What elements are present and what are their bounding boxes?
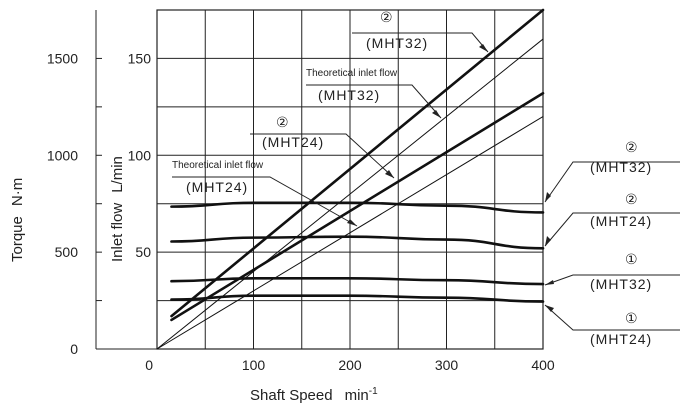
x-axis-title: Shaft Speed min-1	[250, 386, 378, 404]
torque-tick-label: 0	[70, 341, 78, 357]
flow-tick-label: 50	[135, 244, 151, 260]
theoretical-flow-line	[156, 116, 544, 350]
torque-curve	[170, 276, 545, 286]
flow-axis-title: Inlet flowL/min	[109, 156, 126, 262]
torque-curve	[170, 294, 545, 303]
x-tick-label: 100	[242, 357, 266, 373]
annotation-circled-number: ②	[625, 139, 639, 155]
flow-tick-label: 150	[128, 50, 152, 66]
annotation-model: (MHT24)	[262, 134, 324, 150]
annotation-leader	[306, 84, 442, 119]
annotation-circled-number: ②	[276, 114, 290, 130]
torque-tick-labels: 0 500 1000 1500	[47, 50, 78, 357]
annotation-theo-mht24: Theoretical inlet flow (MHT24)	[172, 160, 358, 227]
annotation-circled-number: ②	[625, 191, 639, 207]
annotation-right-4: ① (MHT24)	[544, 304, 680, 347]
annotation-note: Theoretical inlet flow	[172, 160, 264, 171]
annotation-leader	[250, 133, 395, 179]
arrowhead	[545, 236, 551, 246]
x-tick-label: 0	[145, 357, 153, 373]
arrowhead	[385, 170, 394, 178]
inlet-flow-line	[170, 8, 545, 318]
annotation-leader	[544, 161, 680, 203]
annotation-model: (MHT32)	[318, 87, 380, 103]
torque-curve	[170, 201, 545, 214]
torque-tick-label: 500	[55, 244, 79, 260]
arrowhead	[545, 192, 551, 202]
annotation-right-1: ② (MHT32)	[544, 139, 680, 203]
torque-tick-label: 1500	[47, 50, 78, 66]
torque-axis-title: TorqueN·m	[9, 178, 26, 262]
annotation-circled-number: ①	[625, 310, 639, 326]
annotation-leader	[544, 212, 680, 247]
flow-tick-label: 100	[128, 147, 152, 163]
annotation-model: (MHT24)	[590, 213, 652, 229]
inlet-flow-line	[170, 91, 545, 322]
annotation-model: (MHT32)	[590, 276, 652, 292]
annotation-leader	[172, 176, 358, 227]
annotation-model: (MHT24)	[590, 331, 652, 347]
annotation-circled-number: ①	[625, 251, 639, 267]
flow-tick-labels: 50 100 150	[128, 50, 152, 260]
x-tick-labels: 0 100 200 300 400	[145, 357, 555, 373]
x-tick-label: 400	[531, 357, 555, 373]
series-group	[156, 8, 545, 350]
annotation-circled-number: ②	[380, 9, 394, 25]
annotation-model: (MHT24)	[186, 179, 248, 195]
annotation-note: Theoretical inlet flow	[306, 68, 398, 79]
torque-tick-label: 1000	[47, 147, 78, 163]
x-tick-label: 300	[435, 357, 459, 373]
annotation-model: (MHT32)	[590, 159, 652, 175]
annotation-theo-mht32: Theoretical inlet flow (MHT32)	[306, 68, 442, 119]
arrowhead	[545, 305, 554, 312]
arrowhead	[347, 219, 357, 226]
grid	[96, 10, 543, 349]
annotation-leader	[544, 304, 680, 331]
annotation-model: (MHT32)	[366, 35, 428, 51]
arrowhead	[479, 44, 488, 52]
annotation-right-2: ② (MHT24)	[544, 191, 680, 247]
annotation-flow-mht32: ② (MHT32)	[352, 9, 489, 53]
annotation-leader	[544, 274, 680, 286]
x-tick-label: 200	[338, 357, 362, 373]
arrowhead	[432, 110, 441, 118]
annotation-flow-mht24: ② (MHT24)	[250, 114, 395, 179]
annotation-right-3: ① (MHT32)	[544, 251, 680, 292]
torque-curve	[170, 235, 545, 250]
arrowhead	[545, 280, 554, 285]
